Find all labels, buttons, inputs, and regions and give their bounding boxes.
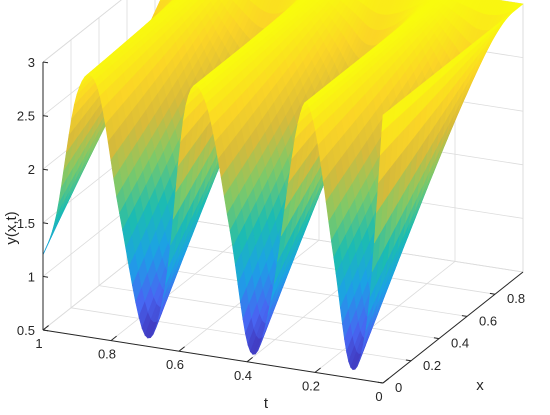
- z-tick-mark: [42, 61, 49, 64]
- x-tick-mark: [405, 359, 412, 362]
- x-tick-mark: [433, 337, 440, 340]
- z-axis-label: y(x,t): [3, 211, 20, 244]
- z-tick-label: 0.5: [17, 323, 35, 338]
- surface-plot: [42, 0, 524, 371]
- t-tick-mark: [246, 356, 253, 363]
- t-axis-label: t: [264, 395, 269, 412]
- z-tick-mark: [42, 168, 49, 171]
- z-tick-mark: [42, 329, 49, 332]
- t-tick-label: 0.2: [302, 378, 320, 393]
- x-tick-label: 0.6: [479, 313, 497, 328]
- z-tick-label: 2.5: [17, 109, 35, 124]
- t-tick-mark: [42, 325, 49, 331]
- t-tick-mark: [178, 346, 185, 352]
- z-tick-label: 2: [28, 162, 35, 177]
- t-tick-label: 1: [35, 336, 42, 351]
- x-tick-mark: [489, 292, 496, 295]
- t-tick-mark: [314, 367, 321, 373]
- axes: [42, 62, 524, 384]
- z-tick-label: 1.5: [17, 216, 35, 231]
- z-tick-mark: [42, 222, 49, 225]
- z-tick-mark: [42, 275, 49, 278]
- t-tick-label: 0.8: [98, 347, 116, 362]
- x-tick-label: 0.8: [507, 291, 525, 306]
- x-tick-label: 0: [395, 380, 402, 395]
- t-tick-label: 0.4: [234, 368, 252, 383]
- box-edge: [42, 0, 122, 63]
- x-tick-mark: [377, 381, 384, 384]
- x-tick-label: 0.2: [423, 358, 441, 373]
- x-axis-line: [382, 271, 524, 384]
- surface-patch: [381, 109, 390, 133]
- t-tick-label: 0: [375, 389, 382, 404]
- t-tick-label: 0.6: [166, 357, 184, 372]
- z-tick-label: 3: [28, 55, 35, 70]
- grid-line-t: [110, 229, 252, 341]
- x-tick-mark: [461, 315, 468, 317]
- t-axis-line: [42, 329, 384, 384]
- x-tick-label: 0.4: [451, 336, 469, 351]
- z-tick-label: 1: [28, 269, 35, 284]
- grid-line-x: [126, 263, 468, 317]
- x-axis-label: x: [476, 377, 484, 394]
- t-tick-mark: [110, 335, 117, 341]
- z-tick-mark: [42, 115, 49, 117]
- grid-line-t: [314, 261, 456, 373]
- t-tick-mark: [382, 378, 389, 384]
- grid-line-x: [154, 240, 496, 295]
